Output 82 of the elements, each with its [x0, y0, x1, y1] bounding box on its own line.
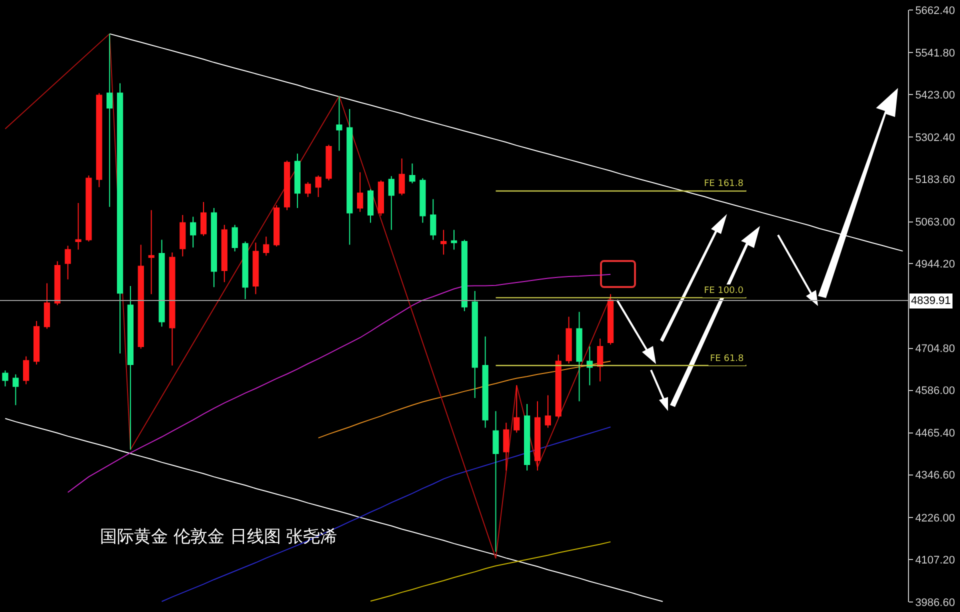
y-tick-label: 5183.60 — [915, 174, 955, 186]
candlestick — [544, 394, 551, 428]
candlestick — [86, 174, 92, 242]
candlestick — [555, 354, 562, 418]
line-series — [318, 360, 612, 438]
candlestick — [524, 404, 530, 471]
candlestick — [378, 180, 384, 216]
candlestick — [252, 242, 259, 295]
ref-line-label: FE 61.8 — [710, 354, 744, 364]
line-series — [109, 33, 904, 252]
candlestick — [148, 210, 154, 295]
candlestick — [388, 176, 394, 230]
candlestick — [461, 239, 468, 312]
candlestick — [274, 204, 280, 247]
candlestick — [33, 320, 40, 365]
candlestick — [336, 95, 342, 152]
candlestick — [586, 346, 593, 386]
candlestick — [96, 92, 102, 188]
candlestick — [315, 174, 322, 198]
candlestick — [482, 336, 488, 428]
candlestick — [430, 198, 436, 240]
candlestick — [420, 178, 426, 224]
y-tick-label: 4226.00 — [915, 512, 955, 524]
candlestick — [44, 282, 50, 330]
candlestick — [127, 286, 134, 450]
candlestick — [232, 224, 238, 252]
candlestick — [2, 370, 8, 387]
candlestick — [242, 241, 248, 300]
line-series — [4, 418, 664, 602]
y-tick-label: 4346.60 — [915, 470, 955, 482]
candlestick — [116, 82, 124, 354]
candlestick — [138, 244, 144, 350]
candlestick — [326, 144, 332, 181]
candlestick — [357, 172, 364, 212]
candlestick — [54, 260, 60, 306]
candlestick — [514, 384, 520, 434]
y-tick-label: 5423.00 — [915, 89, 955, 102]
y-tick-label: 5541.80 — [915, 47, 955, 60]
candlestick — [409, 162, 416, 184]
y-tick-label: 5302.40 — [915, 132, 955, 144]
candlestick — [492, 410, 499, 552]
candlestick — [294, 153, 301, 208]
candlestick — [158, 239, 165, 328]
candlestick — [304, 182, 311, 198]
line-series — [370, 541, 612, 602]
candlestick — [503, 422, 510, 471]
y-tick-label: 4107.20 — [915, 554, 955, 566]
candlestick — [367, 188, 374, 224]
candlestick — [23, 356, 30, 385]
candlestick — [200, 201, 207, 236]
candlestick — [440, 229, 447, 256]
y-tick-label: 4704.80 — [915, 343, 955, 356]
candlestick — [169, 252, 176, 366]
candlestick — [12, 374, 19, 406]
candlestick — [75, 202, 82, 250]
candlestick — [607, 294, 614, 346]
y-tick-label: 5662.40 — [915, 4, 955, 17]
candlestick — [534, 400, 541, 471]
candlestick — [566, 316, 572, 364]
candlestick — [180, 214, 186, 257]
candlestick — [284, 160, 290, 211]
candlestick — [221, 224, 228, 283]
y-tick-label: 3986.60 — [915, 596, 955, 609]
y-tick-label: 4465.40 — [915, 428, 955, 440]
candlestick — [210, 207, 218, 288]
line-series — [4, 33, 612, 559]
candlestick — [472, 290, 478, 399]
candlestick — [190, 216, 196, 248]
ref-line-label: 4839.91 — [911, 295, 951, 307]
candlestick — [576, 311, 582, 402]
candlestick — [106, 33, 113, 208]
ref-line-label: FE 161.8 — [704, 179, 744, 189]
y-tick-label: 4944.20 — [915, 258, 955, 271]
candlestick — [450, 229, 458, 250]
candlestick — [346, 108, 353, 246]
candlestick — [398, 158, 405, 196]
candlestick — [597, 338, 604, 382]
candlestick — [64, 245, 71, 280]
y-tick-label: 5063.00 — [915, 216, 955, 229]
ref-line-label: FE 100.0 — [704, 286, 744, 296]
y-tick-label: 4586.00 — [915, 385, 955, 398]
candlestick — [263, 236, 270, 256]
